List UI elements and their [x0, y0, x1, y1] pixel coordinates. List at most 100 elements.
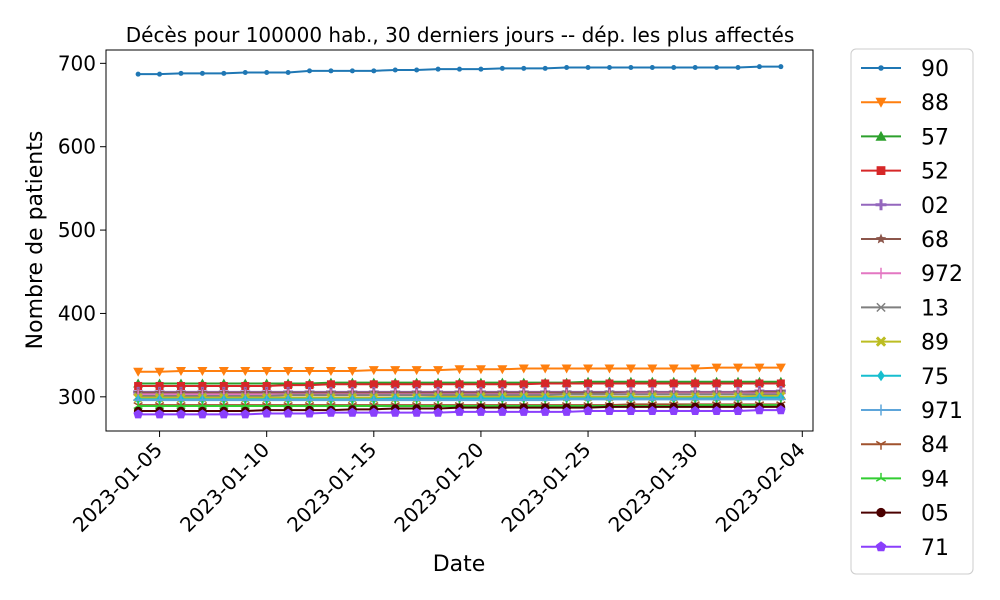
legend-label: 84	[921, 433, 949, 458]
data-point-52	[262, 381, 271, 390]
legend-label: 05	[921, 502, 949, 527]
data-point-52	[241, 381, 250, 390]
data-point-52	[691, 379, 700, 388]
x-tick-label: 2023-01-15	[282, 438, 381, 537]
data-point-90	[242, 70, 248, 76]
data-point-94	[240, 400, 250, 410]
legend-marker-57	[875, 130, 887, 141]
data-point-90	[157, 71, 163, 77]
data-point-88	[390, 366, 401, 376]
data-point-94	[219, 400, 229, 410]
data-point-52	[476, 380, 485, 389]
data-point-71	[154, 409, 165, 419]
data-point-52	[412, 380, 421, 389]
data-point-71	[454, 406, 465, 416]
data-point-71	[390, 407, 400, 417]
legend-item-75: 75	[861, 365, 949, 390]
data-point-52	[348, 380, 357, 389]
data-point-90	[264, 70, 270, 76]
data-point-90	[199, 70, 205, 76]
legend-label: 75	[921, 365, 949, 390]
legend-marker-971	[875, 404, 887, 416]
data-point-52	[155, 381, 164, 390]
x-axis-ticks: 2023-01-05 2023-01-10 2023-01-15 2023-01-20…	[68, 431, 810, 537]
data-point-71	[369, 407, 379, 417]
data-point-52	[541, 379, 550, 388]
data-point-52	[369, 380, 378, 389]
data-point-88	[304, 366, 315, 376]
data-point-88	[325, 366, 336, 376]
legend-label: 94	[921, 467, 949, 492]
data-point-90	[778, 64, 784, 70]
data-point-88	[154, 367, 165, 377]
legend-item-89: 89	[861, 331, 949, 356]
data-point-52	[305, 381, 314, 390]
data-point-71	[433, 407, 443, 417]
data-point-52	[326, 380, 335, 389]
data-point-88	[197, 366, 208, 376]
data-point-71	[561, 406, 572, 416]
data-point-88	[518, 364, 529, 374]
data-point-71	[733, 405, 743, 416]
data-point-71	[604, 405, 615, 416]
legend-marker-88	[875, 97, 887, 108]
data-point-90	[692, 65, 698, 71]
data-point-90	[435, 66, 441, 72]
legend-marker-52	[876, 166, 886, 175]
data-point-88	[604, 364, 615, 374]
legend-marker-89	[875, 336, 887, 347]
data-point-71	[476, 406, 486, 416]
x-tick-label: 2023-02-04	[711, 438, 810, 537]
legend-label: 971	[921, 399, 963, 424]
data-point-71	[668, 405, 679, 416]
legend-item-57: 57	[861, 125, 949, 150]
data-point-90	[392, 67, 398, 73]
data-point-88	[218, 366, 229, 376]
data-point-71	[283, 408, 293, 418]
legend-label: 68	[921, 228, 949, 253]
data-point-71	[519, 406, 529, 416]
legend-label: 90	[921, 57, 949, 82]
y-tick-label: 300	[58, 385, 96, 409]
series-71	[133, 405, 786, 419]
plot-frame	[105, 49, 814, 432]
legend-label: 972	[921, 262, 963, 287]
data-point-71	[304, 408, 315, 418]
data-point-71	[647, 405, 658, 416]
data-point-94	[197, 400, 208, 410]
x-axis-label: Date	[433, 552, 486, 577]
data-point-71	[583, 405, 593, 416]
series-52	[134, 379, 785, 390]
data-point-88	[668, 364, 679, 374]
data-point-94	[154, 400, 165, 410]
legend-marker-02	[875, 199, 887, 211]
legend: 90 88 57 52 02 68 972 13 89 75 971 84 94 05 71	[850, 48, 974, 575]
legend-label: 02	[921, 194, 949, 219]
x-tick-label: 2023-01-30	[604, 438, 703, 537]
series-group	[133, 64, 786, 419]
data-point-88	[625, 364, 636, 374]
data-point-90	[349, 68, 355, 74]
data-point-90	[585, 65, 591, 71]
data-point-52	[605, 379, 614, 388]
data-point-90	[285, 70, 291, 76]
data-point-71	[261, 408, 272, 418]
data-point-52	[712, 379, 721, 388]
data-point-52	[562, 379, 571, 388]
legend-marker-71	[875, 541, 887, 552]
plot-area	[105, 49, 814, 432]
data-point-71	[197, 409, 208, 419]
legend-item-68: 68	[861, 228, 949, 253]
legend-label: 71	[921, 536, 949, 561]
data-point-90	[328, 68, 334, 74]
data-point-90	[457, 66, 462, 72]
data-point-88	[497, 365, 508, 375]
data-point-52	[626, 379, 635, 388]
data-point-52	[219, 381, 228, 390]
legend-label: 89	[921, 331, 949, 356]
data-point-88	[583, 364, 594, 374]
data-point-52	[284, 381, 293, 390]
data-point-52	[498, 380, 507, 389]
data-point-88	[647, 364, 658, 374]
data-point-52	[776, 379, 785, 388]
